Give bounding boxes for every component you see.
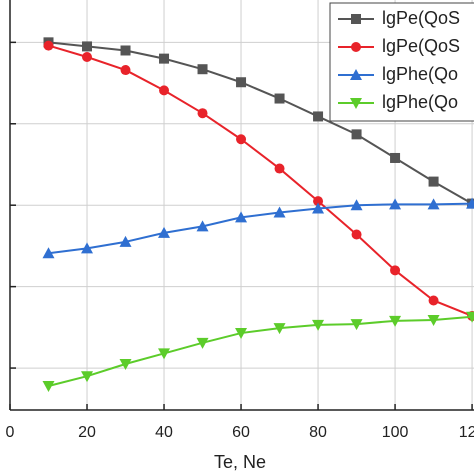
marker (428, 295, 439, 306)
marker (235, 328, 248, 340)
marker (42, 380, 55, 392)
marker (312, 202, 325, 214)
x-tick-label: 0 (6, 424, 15, 441)
marker (351, 129, 362, 140)
marker (119, 235, 132, 247)
marker (235, 211, 248, 223)
series-line (48, 202, 473, 255)
marker (158, 348, 171, 360)
marker (390, 152, 401, 163)
marker (428, 176, 439, 187)
marker (197, 64, 208, 75)
legend-marker (350, 98, 362, 109)
marker (313, 111, 324, 122)
x-axis-label: Te, Ne (214, 452, 266, 472)
marker (390, 265, 401, 276)
marker (350, 199, 363, 211)
x-tick-label: 60 (232, 424, 250, 441)
marker (196, 337, 209, 349)
legend: lgPe(QoS lgPe(QoS lgPhe(Qo lgPhe(Qo (329, 2, 474, 122)
marker (274, 93, 285, 104)
marker (274, 163, 285, 174)
marker (81, 242, 94, 254)
marker (159, 85, 170, 96)
marker (236, 77, 247, 88)
legend-marker (350, 69, 362, 80)
marker (351, 229, 362, 240)
marker (82, 52, 93, 63)
marker (197, 108, 208, 119)
marker (466, 197, 474, 209)
legend-label: lgPhe(Qo (382, 64, 458, 84)
x-tick-label: 40 (155, 424, 173, 441)
series-line (48, 315, 473, 387)
marker (389, 315, 402, 327)
legend-label: lgPe(QoS (382, 36, 460, 56)
marker (42, 247, 55, 259)
marker (389, 198, 402, 210)
marker (466, 311, 474, 323)
legend-marker (351, 42, 361, 52)
x-tick-label: 100 (382, 424, 409, 441)
marker (81, 371, 94, 383)
legend-label: lgPhe(Qo (382, 92, 458, 112)
legend-label: lgPe(QoS (382, 8, 460, 28)
marker (427, 198, 440, 210)
marker (43, 40, 54, 51)
x-tick-label: 120 (459, 424, 474, 441)
marker (120, 65, 131, 76)
marker (313, 196, 324, 207)
series-line (48, 44, 473, 317)
marker (159, 53, 170, 64)
marker (119, 358, 132, 370)
marker (196, 220, 209, 232)
marker (273, 206, 286, 218)
legend-marker (351, 14, 361, 24)
marker (236, 134, 247, 145)
marker (120, 45, 131, 56)
marker (158, 226, 171, 238)
series-line (48, 41, 473, 205)
marker (312, 319, 325, 331)
x-tick-label: 80 (309, 424, 327, 441)
marker (82, 41, 93, 52)
x-tick-label: 20 (78, 424, 96, 441)
marker (273, 323, 286, 335)
marker (427, 315, 440, 327)
marker (350, 319, 363, 331)
